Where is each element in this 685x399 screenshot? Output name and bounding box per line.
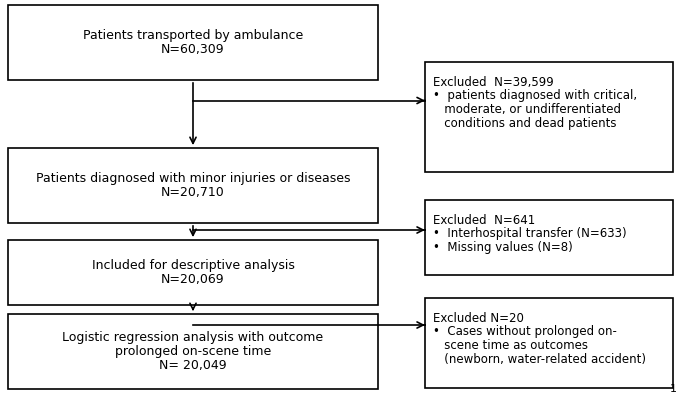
Text: Patients transported by ambulance: Patients transported by ambulance <box>83 29 303 42</box>
Text: Excluded N=20: Excluded N=20 <box>433 312 524 325</box>
Text: Patients diagnosed with minor injuries or diseases: Patients diagnosed with minor injuries o… <box>36 172 350 185</box>
Text: moderate, or undifferentiated: moderate, or undifferentiated <box>433 103 621 116</box>
Text: Logistic regression analysis with outcome: Logistic regression analysis with outcom… <box>62 332 323 344</box>
Text: N=60,309: N=60,309 <box>161 43 225 56</box>
Bar <box>425 62 673 172</box>
Bar <box>8 5 378 80</box>
Text: 1: 1 <box>670 384 677 394</box>
Bar <box>425 298 673 388</box>
Bar <box>8 314 378 389</box>
Bar <box>425 200 673 275</box>
Text: N=20,710: N=20,710 <box>161 186 225 199</box>
Text: •  Cases without prolonged on-: • Cases without prolonged on- <box>433 326 617 338</box>
Text: N= 20,049: N= 20,049 <box>159 358 227 371</box>
Text: •  Interhospital transfer (N=633): • Interhospital transfer (N=633) <box>433 227 627 241</box>
Text: Included for descriptive analysis: Included for descriptive analysis <box>92 259 295 272</box>
Text: •  Missing values (N=8): • Missing values (N=8) <box>433 241 573 254</box>
Text: Excluded  N=641: Excluded N=641 <box>433 214 535 227</box>
Text: (newborn, water-related accident): (newborn, water-related accident) <box>433 352 646 365</box>
Text: prolonged on-scene time: prolonged on-scene time <box>115 345 271 358</box>
Text: scene time as outcomes: scene time as outcomes <box>433 339 588 352</box>
Text: •  patients diagnosed with critical,: • patients diagnosed with critical, <box>433 89 637 103</box>
Bar <box>8 148 378 223</box>
Bar <box>8 240 378 305</box>
Text: Excluded  N=39,599: Excluded N=39,599 <box>433 76 553 89</box>
Text: conditions and dead patients: conditions and dead patients <box>433 117 616 130</box>
Text: N=20,069: N=20,069 <box>161 273 225 286</box>
